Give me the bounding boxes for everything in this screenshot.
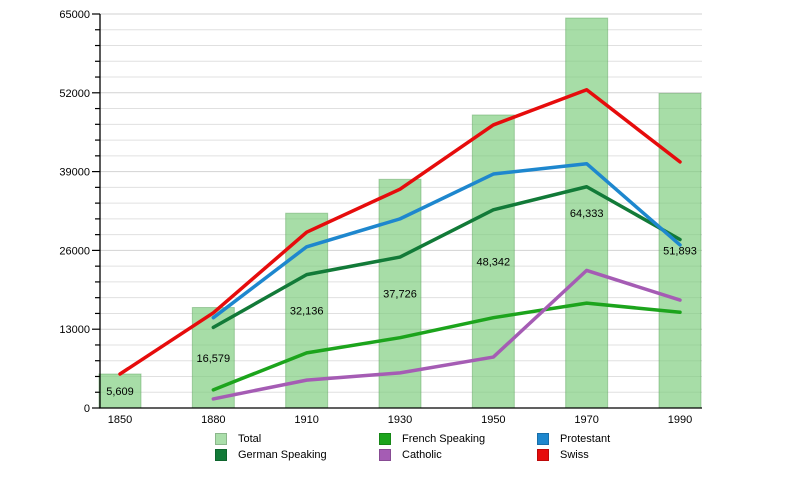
legend-item: Catholic: [379, 447, 537, 462]
line-catholic: [211, 268, 682, 401]
y-axis-label: 0: [84, 403, 90, 415]
bar-value-label: 64,333: [570, 208, 604, 220]
legend-swatch-total: [215, 432, 227, 445]
bar-value-label: 37,726: [383, 289, 417, 301]
chart-legend: Total French Speaking Protestant German …: [215, 431, 687, 462]
line-german-speaking: [211, 185, 682, 330]
y-axis-label: 13000: [59, 324, 90, 336]
bar-value-label: 51,893: [663, 246, 697, 258]
line-swiss: [118, 88, 682, 376]
x-axis-label: 1910: [294, 414, 318, 426]
line-french-speaking: [211, 301, 682, 392]
legend-swatch-german-speaking: [215, 448, 227, 461]
x-axis-label: 1950: [481, 414, 505, 426]
bar-value-label: 48,342: [477, 256, 511, 268]
bar-value-label: 16,579: [197, 353, 231, 365]
line-protestant: [211, 161, 682, 320]
x-axis-label: 1930: [388, 414, 412, 426]
y-axis-label: 39000: [59, 167, 90, 179]
y-axis-label: 65000: [59, 9, 90, 21]
chart-svg: 5,609 16,579 32,136 37,726 48,342 64,333 51,89…: [59, 9, 702, 426]
legend-swatch-french-speaking: [379, 432, 391, 445]
bar-total: [658, 92, 702, 409]
x-axis-label: 1850: [108, 414, 132, 426]
legend-swatch-catholic: [379, 448, 391, 461]
y-axis-label: 52000: [59, 88, 90, 100]
x-axis-label: 1880: [201, 414, 225, 426]
legend-label: Total: [238, 432, 262, 445]
legend-item: German Speaking: [215, 447, 379, 462]
legend-label: Protestant: [560, 432, 611, 445]
legend-item: Total: [215, 431, 379, 446]
legend-swatch-protestant: [537, 432, 549, 445]
y-axis-label: 26000: [59, 245, 90, 257]
bar-value-label: 32,136: [290, 306, 324, 318]
legend-item: French Speaking: [379, 431, 537, 446]
legend-item: Swiss: [537, 447, 687, 462]
legend-item: Protestant: [537, 431, 687, 446]
bar-value-label: 5,609: [106, 386, 134, 398]
bar-total: [565, 17, 609, 409]
population-chart: 5,609 16,579 32,136 37,726 48,342 64,333 51,89…: [59, 9, 702, 426]
x-axis-label: 1970: [574, 414, 598, 426]
legend-label: Catholic: [402, 448, 442, 461]
legend-swatch-swiss: [537, 448, 549, 461]
legend-label: Swiss: [560, 448, 589, 461]
legend-label: French Speaking: [402, 432, 486, 445]
legend-label: German Speaking: [238, 448, 327, 461]
x-axis-label: 1990: [668, 414, 692, 426]
